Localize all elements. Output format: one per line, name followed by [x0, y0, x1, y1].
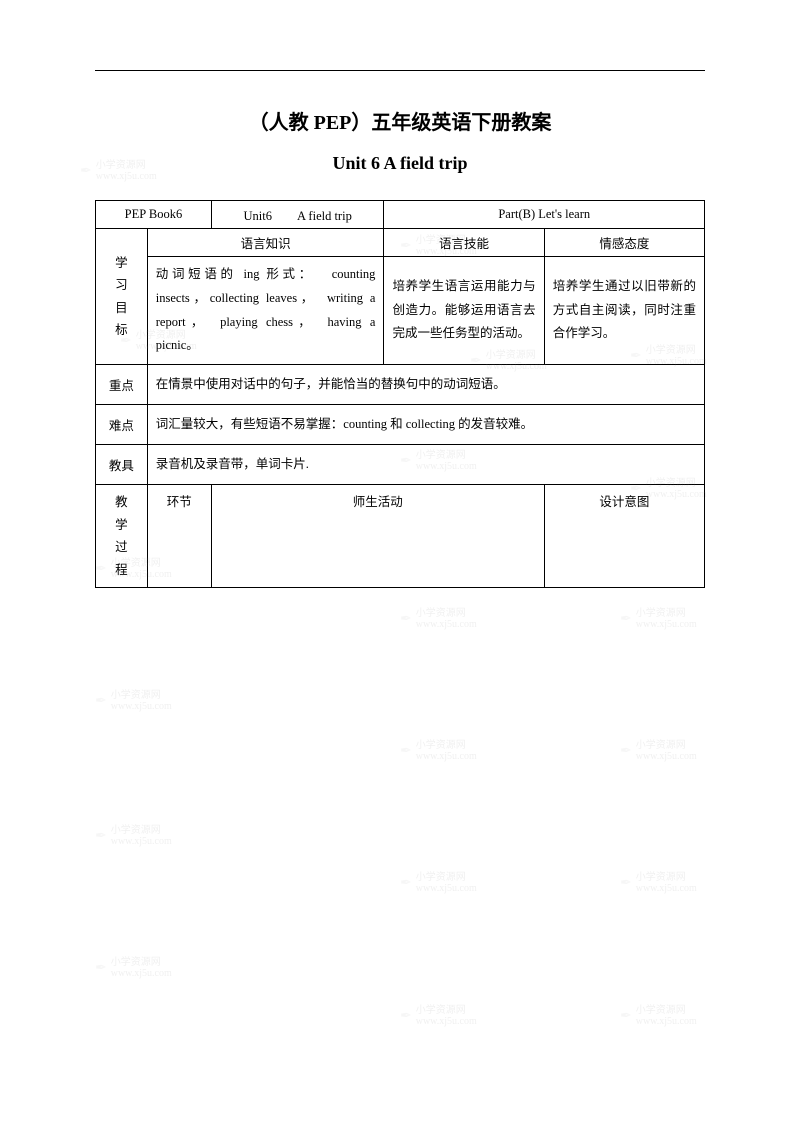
keypoint-body: 在情景中使用对话中的句子，并能恰当的替换句中的动词短语。: [147, 365, 704, 405]
process-header-row: 教学过程 环节 师生活动 设计意图: [96, 485, 705, 588]
difficulty-label: 难点: [96, 405, 148, 445]
keypoint-label: 重点: [96, 365, 148, 405]
knowledge-body: 动词短语的 ing 形式： counting insects，collectin…: [147, 257, 384, 365]
top-border-line: [95, 70, 705, 71]
watermark-icon: 小学资源网www.xj5u.com: [400, 1005, 477, 1027]
attitude-body: 培养学生通过以旧带新的方式自主阅读，同时注重合作学习。: [544, 257, 704, 365]
book-cell: PEP Book6: [96, 201, 212, 229]
watermark-icon: 小学资源网www.xj5u.com: [400, 740, 477, 762]
watermark-icon: 小学资源网www.xj5u.com: [620, 740, 697, 762]
topic-label: A field trip: [297, 209, 352, 223]
objectives-label: 学习目标: [96, 229, 148, 365]
aids-row: 教具 录音机及录音带，单词卡片.: [96, 445, 705, 485]
watermark-icon: 小学资源网www.xj5u.com: [95, 690, 172, 712]
watermark-icon: 小学资源网www.xj5u.com: [620, 872, 697, 894]
knowledge-header: 语言知识: [147, 229, 384, 257]
watermark-icon: 小学资源网www.xj5u.com: [95, 957, 172, 979]
watermark-icon: 小学资源网www.xj5u.com: [620, 608, 697, 630]
keypoint-row: 重点 在情景中使用对话中的句子，并能恰当的替换句中的动词短语。: [96, 365, 705, 405]
lesson-plan-table: PEP Book6 Unit6 A field trip Part(B) Let…: [95, 200, 705, 588]
main-title: （人教 PEP）五年级英语下册教案: [95, 106, 705, 135]
objective-headers-row: 学习目标 语言知识 语言技能 情感态度: [96, 229, 705, 257]
skills-body: 培养学生语言运用能力与创造力。能够运用语言去完成一些任务型的活动。: [384, 257, 544, 365]
watermark-icon: 小学资源网www.xj5u.com: [400, 608, 477, 630]
process-col2: 师生活动: [211, 485, 544, 588]
aids-label: 教具: [96, 445, 148, 485]
aids-body: 录音机及录音带，单词卡片.: [147, 445, 704, 485]
difficulty-row: 难点 词汇量较大，有些短语不易掌握：counting 和 collecting …: [96, 405, 705, 445]
process-col1: 环节: [147, 485, 211, 588]
unit-topic-cell: Unit6 A field trip: [211, 201, 384, 229]
process-col3: 设计意图: [544, 485, 704, 588]
watermark-icon: 小学资源网www.xj5u.com: [95, 825, 172, 847]
skills-header: 语言技能: [384, 229, 544, 257]
part-cell: Part(B) Let's learn: [384, 201, 705, 229]
objective-body-row: 动词短语的 ing 形式： counting insects，collectin…: [96, 257, 705, 365]
watermark-icon: 小学资源网www.xj5u.com: [620, 1005, 697, 1027]
process-label: 教学过程: [96, 485, 148, 588]
unit-label: Unit6: [243, 209, 271, 223]
sub-title: Unit 6 A field trip: [95, 153, 705, 174]
difficulty-body: 词汇量较大，有些短语不易掌握：counting 和 collecting 的发音…: [147, 405, 704, 445]
watermark-icon: 小学资源网www.xj5u.com: [400, 872, 477, 894]
attitude-header: 情感态度: [544, 229, 704, 257]
table-header-row: PEP Book6 Unit6 A field trip Part(B) Let…: [96, 201, 705, 229]
